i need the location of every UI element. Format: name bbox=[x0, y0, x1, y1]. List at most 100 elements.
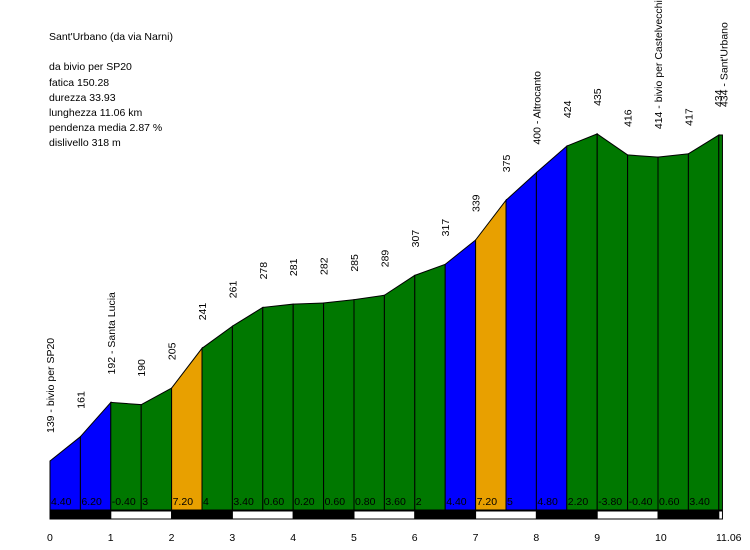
altitude-label-5: 241 bbox=[197, 303, 209, 321]
gradient-label-20: 0.60 bbox=[659, 496, 680, 508]
x-tick-label-11: 11.06 bbox=[716, 532, 742, 544]
distance-bar-1 bbox=[110, 510, 173, 520]
altitude-label-19: 416 bbox=[623, 109, 635, 127]
fatica-text: fatica 150.28 bbox=[49, 76, 110, 89]
altitude-label-12: 307 bbox=[410, 230, 422, 248]
altitude-label-18: 435 bbox=[592, 88, 604, 106]
gradient-label-19: -0.40 bbox=[629, 496, 653, 508]
dislivello-text: dislivello 318 m bbox=[49, 137, 121, 150]
segment-21 bbox=[687, 134, 720, 511]
gradient-label-4: 7.20 bbox=[173, 496, 194, 508]
distance-bar-11 bbox=[718, 510, 723, 520]
altitude-label-20: 414 - bivio per Castelvecchio bbox=[653, 0, 665, 129]
gradient-labels: 4.40 6.20 -0.40 3 7.20 4 3.40 0.60 0.20 0.60 0.80 3… bbox=[51, 496, 710, 508]
altitude-label-13: 317 bbox=[440, 219, 452, 237]
distance-bar-6 bbox=[414, 510, 477, 520]
altitude-label-11: 289 bbox=[379, 250, 391, 268]
distance-axis: 0 1 2 3 4 5 6 7 8 9 10 11.06 bbox=[47, 510, 742, 544]
gradient-label-2: -0.40 bbox=[112, 496, 136, 508]
segment-6 bbox=[231, 306, 264, 511]
distance-bar-8 bbox=[535, 510, 598, 520]
x-tick-label-2: 2 bbox=[169, 532, 175, 544]
x-tick-label-8: 8 bbox=[533, 532, 539, 544]
gradient-label-10: 0.80 bbox=[355, 496, 376, 508]
distance-bar-2 bbox=[171, 510, 233, 520]
gradient-label-17: 2.20 bbox=[568, 496, 589, 508]
segment-10 bbox=[353, 294, 385, 511]
distance-bar-4 bbox=[292, 510, 355, 520]
segment-12 bbox=[414, 263, 446, 511]
altitude-label-22: 434 bbox=[713, 89, 725, 107]
distance-bar-10 bbox=[657, 510, 720, 520]
start-point-text: da bivio per SP20 bbox=[49, 61, 132, 74]
altitude-label-4: 205 bbox=[167, 342, 179, 360]
segment-4 bbox=[171, 346, 203, 511]
x-tick-label-1: 1 bbox=[108, 532, 114, 544]
segment-14 bbox=[475, 198, 507, 511]
x-tick-label-5: 5 bbox=[351, 532, 357, 544]
segment-20 bbox=[657, 153, 689, 511]
x-tick-label-10: 10 bbox=[655, 532, 667, 544]
segment-15 bbox=[505, 171, 537, 511]
segment-7 bbox=[262, 303, 294, 511]
segment-1 bbox=[79, 401, 112, 511]
gradient-label-1: 6.20 bbox=[81, 496, 102, 508]
gradient-label-3: 3 bbox=[142, 496, 148, 508]
segment-9 bbox=[323, 299, 355, 511]
altitude-label-6: 261 bbox=[227, 281, 239, 299]
distance-bar-5 bbox=[353, 510, 416, 520]
gradient-label-0: 4.40 bbox=[51, 496, 72, 508]
gradient-label-7: 0.60 bbox=[264, 496, 285, 508]
segment-5 bbox=[201, 325, 233, 511]
altitude-labels: 139 - bivio per SP20 161 192 - Santa Lucia… bbox=[45, 0, 730, 433]
segment-19 bbox=[627, 154, 659, 511]
gradient-label-16: 4.80 bbox=[537, 496, 558, 508]
distance-bar-9 bbox=[596, 510, 659, 520]
x-tick-label-0: 0 bbox=[47, 532, 53, 544]
x-tick-label-7: 7 bbox=[473, 532, 479, 544]
gradient-label-8: 0.20 bbox=[294, 496, 315, 508]
gradient-label-12: 2 bbox=[416, 496, 422, 508]
durezza-text: durezza 33.93 bbox=[49, 91, 116, 104]
segment-2 bbox=[110, 401, 142, 511]
profile-segments bbox=[49, 132, 723, 511]
gradient-label-5: 4 bbox=[203, 496, 209, 508]
altitude-label-15: 375 bbox=[501, 155, 513, 173]
x-tick-label-3: 3 bbox=[229, 532, 235, 544]
gradient-label-18: -3.80 bbox=[598, 496, 622, 508]
segment-3 bbox=[140, 387, 173, 511]
segment-8 bbox=[292, 302, 325, 511]
altitude-label-3: 190 bbox=[136, 359, 148, 377]
distance-bar-0 bbox=[49, 510, 112, 520]
distance-bar-7 bbox=[475, 510, 537, 520]
segment-22 bbox=[718, 134, 723, 511]
gradient-label-15: 5 bbox=[507, 496, 513, 508]
gradient-label-6: 3.40 bbox=[233, 496, 254, 508]
gradient-label-14: 7.20 bbox=[477, 496, 498, 508]
gradient-label-21: 3.40 bbox=[689, 496, 710, 508]
altitude-label-2: 192 - Santa Lucia bbox=[106, 292, 118, 374]
altitude-label-8: 281 bbox=[288, 258, 300, 276]
gradient-label-11: 3.60 bbox=[385, 496, 406, 508]
segment-11 bbox=[383, 274, 416, 511]
altitude-label-9: 282 bbox=[319, 257, 331, 275]
profile-info-panel: Sant'Urbano (da via Narni) da bivio per … bbox=[49, 30, 173, 152]
altitude-label-17: 424 bbox=[562, 100, 574, 118]
gradient-label-13: 4.40 bbox=[446, 496, 467, 508]
altitude-label-14: 339 bbox=[471, 194, 483, 212]
x-tick-label-9: 9 bbox=[594, 532, 600, 544]
altitude-label-23: 434 - Sant'Urbano bbox=[718, 22, 730, 107]
altitude-label-0: 139 - bivio per SP20 bbox=[45, 338, 57, 433]
segment-13 bbox=[444, 238, 477, 511]
x-tick-label-4: 4 bbox=[290, 532, 296, 544]
pendenza-text: pendenza media 2.87 % bbox=[49, 122, 163, 135]
gradient-label-9: 0.60 bbox=[325, 496, 346, 508]
distance-bar-3 bbox=[231, 510, 294, 520]
lunghezza-text: lunghezza 11.06 km bbox=[49, 107, 143, 119]
climb-title: Sant'Urbano (da via Narni) bbox=[49, 31, 173, 43]
segment-17 bbox=[566, 133, 598, 511]
altitude-label-16: 400 - Altrocanto bbox=[531, 71, 543, 145]
x-tick-label-6: 6 bbox=[412, 532, 418, 544]
altitude-label-21: 417 bbox=[683, 108, 695, 126]
